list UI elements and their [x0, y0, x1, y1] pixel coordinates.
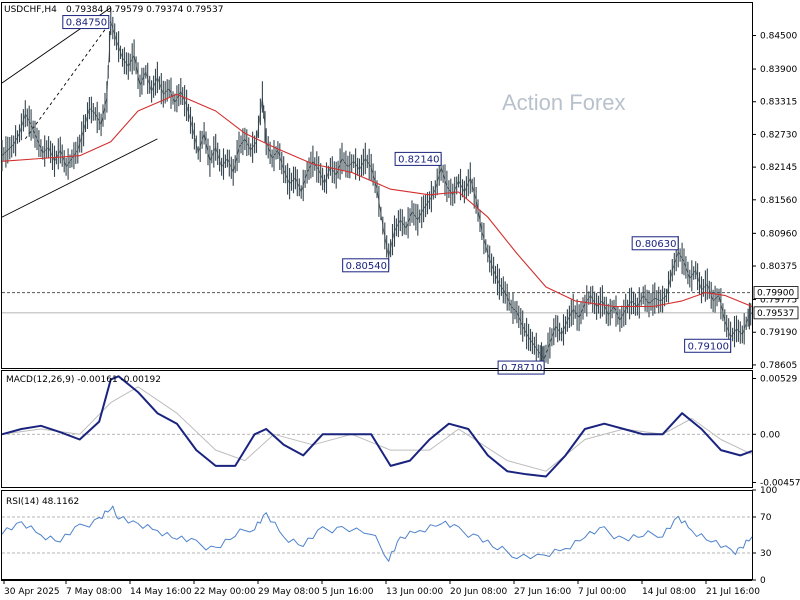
price-y-tick-label: 0.79190 [760, 328, 797, 338]
rsi-y-tick-label: 100 [760, 486, 777, 496]
x-tick-label: 14 Jul 08:00 [642, 587, 696, 597]
rsi-y-tick-label: 0 [760, 576, 766, 586]
swing-label: 0.84750 [66, 18, 107, 29]
price-panel: 0.84500 0.83900 0.83315 0.82730 0.82145 0.815… [1, 2, 799, 375]
rsi-frame [1, 490, 753, 580]
price-tag-box [753, 286, 799, 299]
macd-y-tick-label: -0.00457 [760, 478, 800, 488]
swing-label-box [684, 338, 732, 353]
swing-label-box [631, 236, 679, 251]
swing-label-box [62, 15, 110, 30]
macd-y-tick-label: 0.00529 [760, 374, 797, 384]
watermark: Action Forex [502, 90, 626, 115]
rsi-y-tick-label: 30 [760, 549, 772, 559]
price-tag: 0.79537 [757, 309, 794, 319]
swing-label: 0.82140 [398, 154, 439, 165]
macd-y-tick-label: 0.00 [760, 430, 780, 440]
price-y-tick-label: 0.80375 [760, 262, 797, 272]
macd-line [1, 375, 753, 478]
price-frame [1, 2, 753, 369]
chart-title: USDCHF,H4 [4, 5, 57, 15]
swing-label: 0.79100 [688, 341, 729, 352]
x-tick-label: 30 Apr 2025 [4, 587, 60, 597]
x-tick-label: 5 Jun 16:00 [322, 587, 374, 597]
price-y-tick-label: 0.81560 [760, 196, 797, 206]
x-tick-label: 20 Jun 08:00 [450, 587, 507, 597]
price-y-tick-label: 0.80960 [760, 229, 797, 239]
rsi-label: RSI(14) 48.1162 [6, 497, 79, 507]
swing-label: 0.78710 [501, 363, 542, 374]
swing-label: 0.80540 [346, 261, 387, 272]
rsi-y-tick-label: 70 [760, 513, 772, 523]
macd-label: MACD(12,26,9) -0.00161 -0.00192 [6, 375, 161, 385]
price-y-tick-label: 0.83315 [760, 98, 797, 108]
price-y-tick-label: 0.84500 [760, 32, 797, 42]
price-y-tick-label: 0.82145 [760, 163, 797, 173]
x-tick-label: 29 May 08:00 [258, 587, 320, 597]
x-tick-label: 7 Jul 00:00 [578, 587, 627, 597]
price-y-tick-label: 0.78605 [760, 361, 797, 371]
x-tick-label: 7 May 08:00 [66, 587, 122, 597]
moving-average [1, 93, 753, 308]
swing-label-box [342, 258, 390, 273]
rsi-line [1, 505, 753, 562]
channel-line [1, 138, 158, 218]
swing-label: 0.80630 [635, 239, 676, 250]
price-bars [1, 8, 752, 373]
x-tick-label: 13 Jun 00:00 [386, 587, 443, 597]
macd-signal-line [1, 386, 753, 472]
trend-line [24, 21, 112, 140]
price-y-tick-label: 0.83900 [760, 65, 797, 75]
price-y-tick-label: 0.79775 [760, 296, 797, 306]
ohlc-readout: 0.79384 0.79579 0.79374 0.79537 [66, 5, 223, 15]
price-tag: 0.79900 [757, 289, 794, 299]
x-tick-label: 14 May 16:00 [130, 587, 192, 597]
x-tick-label: 22 May 00:00 [194, 587, 256, 597]
swing-label-box [394, 151, 442, 166]
x-tick-label: 27 Jun 16:00 [514, 587, 571, 597]
x-tick-label: 21 Jul 16:00 [706, 587, 760, 597]
rsi-panel: 100 70 30 0 [1, 486, 777, 586]
price-y-tick-label: 0.82730 [760, 130, 797, 140]
x-axis: 30 Apr 2025 7 May 08:00 14 May 16:00 22 May… [1, 580, 760, 597]
macd-panel: 0.00529 0.00 -0.00457 [1, 370, 800, 488]
price-tag-box [753, 306, 799, 320]
macd-frame [1, 370, 753, 488]
